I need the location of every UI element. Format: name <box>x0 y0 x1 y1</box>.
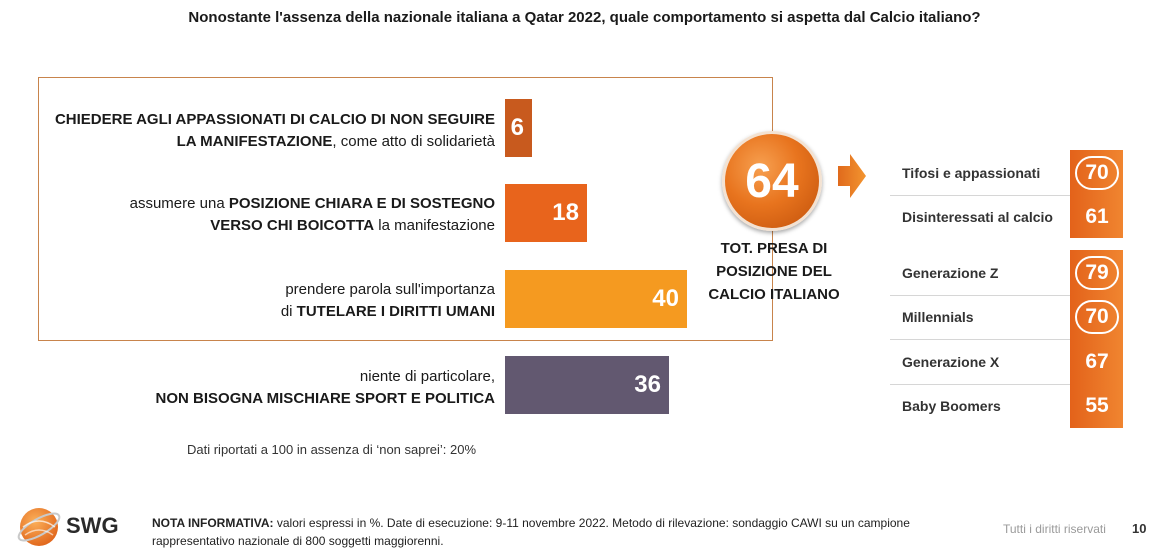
page-number: 10 <box>1132 521 1147 536</box>
nota-informativa: NOTA INFORMATIVA: valori espressi in %. … <box>152 514 942 550</box>
bar-value-label: 6 <box>510 114 524 141</box>
bar-category-label: LA MANIFESTAZIONE, come atto di solidari… <box>176 133 495 150</box>
bar-category-label: NON BISOGNA MISCHIARE SPORT E POLITICA <box>155 390 495 407</box>
bar-category-label: di TUTELARE I DIRITTI UMANI <box>280 303 495 320</box>
swg-globe-logo-icon <box>17 508 61 546</box>
page-title: Nonostante l'assenza della nazionale ita… <box>188 9 981 26</box>
segment-divider <box>890 339 1070 340</box>
bar: 40 <box>505 270 687 328</box>
note-text: valori espressi in %. Date di esecuzione… <box>152 516 910 548</box>
logo-text: SWG <box>66 513 119 538</box>
segment-label: Tifosi e appassionati <box>902 165 1041 181</box>
segment-divider <box>890 295 1070 296</box>
segment-value: 79 <box>1075 256 1119 290</box>
total-label: TOT. PRESA DI POSIZIONE DEL CALCIO ITALI… <box>700 237 848 306</box>
total-value: 64 <box>745 154 799 208</box>
total-label-line: TOT. PRESA DI <box>720 240 828 257</box>
total-label-line: POSIZIONE DEL <box>716 263 832 280</box>
segment-value: 67 <box>1085 350 1109 373</box>
bar-category-label: niente di particolare, <box>359 368 495 385</box>
segment-value: 55 <box>1085 394 1109 417</box>
segment-divider <box>890 384 1070 385</box>
bar-value-label: 18 <box>552 199 579 226</box>
total-label-line: CALCIO ITALIANO <box>708 286 840 303</box>
bar-category-label: VERSO CHI BOICOTTA la manifestazione <box>210 217 495 234</box>
segment-label: Millennials <box>902 309 974 325</box>
bar: 18 <box>505 184 587 242</box>
arrow-right-icon <box>838 154 866 198</box>
rights-reserved: Tutti i diritti riservati <box>1003 522 1106 536</box>
footnote: Dati riportati a 100 in assenza di ‘non … <box>187 442 477 457</box>
bar-category-label: assumere una POSIZIONE CHIARA E DI SOSTE… <box>129 195 495 212</box>
segment-value: 70 <box>1075 156 1119 190</box>
segment-label: Baby Boomers <box>902 398 1001 414</box>
note-label: NOTA INFORMATIVA: <box>152 516 274 530</box>
bar-value-label: 36 <box>634 371 661 398</box>
bar-category-label: CHIEDERE AGLI APPASSIONATI DI CALCIO DI … <box>54 111 495 128</box>
segment-label: Generazione X <box>902 354 1000 370</box>
segment-label: Generazione Z <box>902 265 999 281</box>
bar: 6 <box>505 99 532 157</box>
segment-label: Disinteressati al calcio <box>902 209 1053 225</box>
segment-divider <box>890 195 1070 196</box>
bar-category-label: prendere parola sull'importanza <box>285 281 495 298</box>
segment-value: 70 <box>1075 300 1119 334</box>
total-circle: 64 <box>722 131 822 231</box>
segment-value: 61 <box>1085 205 1109 228</box>
bar-value-label: 40 <box>652 285 679 312</box>
bar: 36 <box>505 356 669 414</box>
